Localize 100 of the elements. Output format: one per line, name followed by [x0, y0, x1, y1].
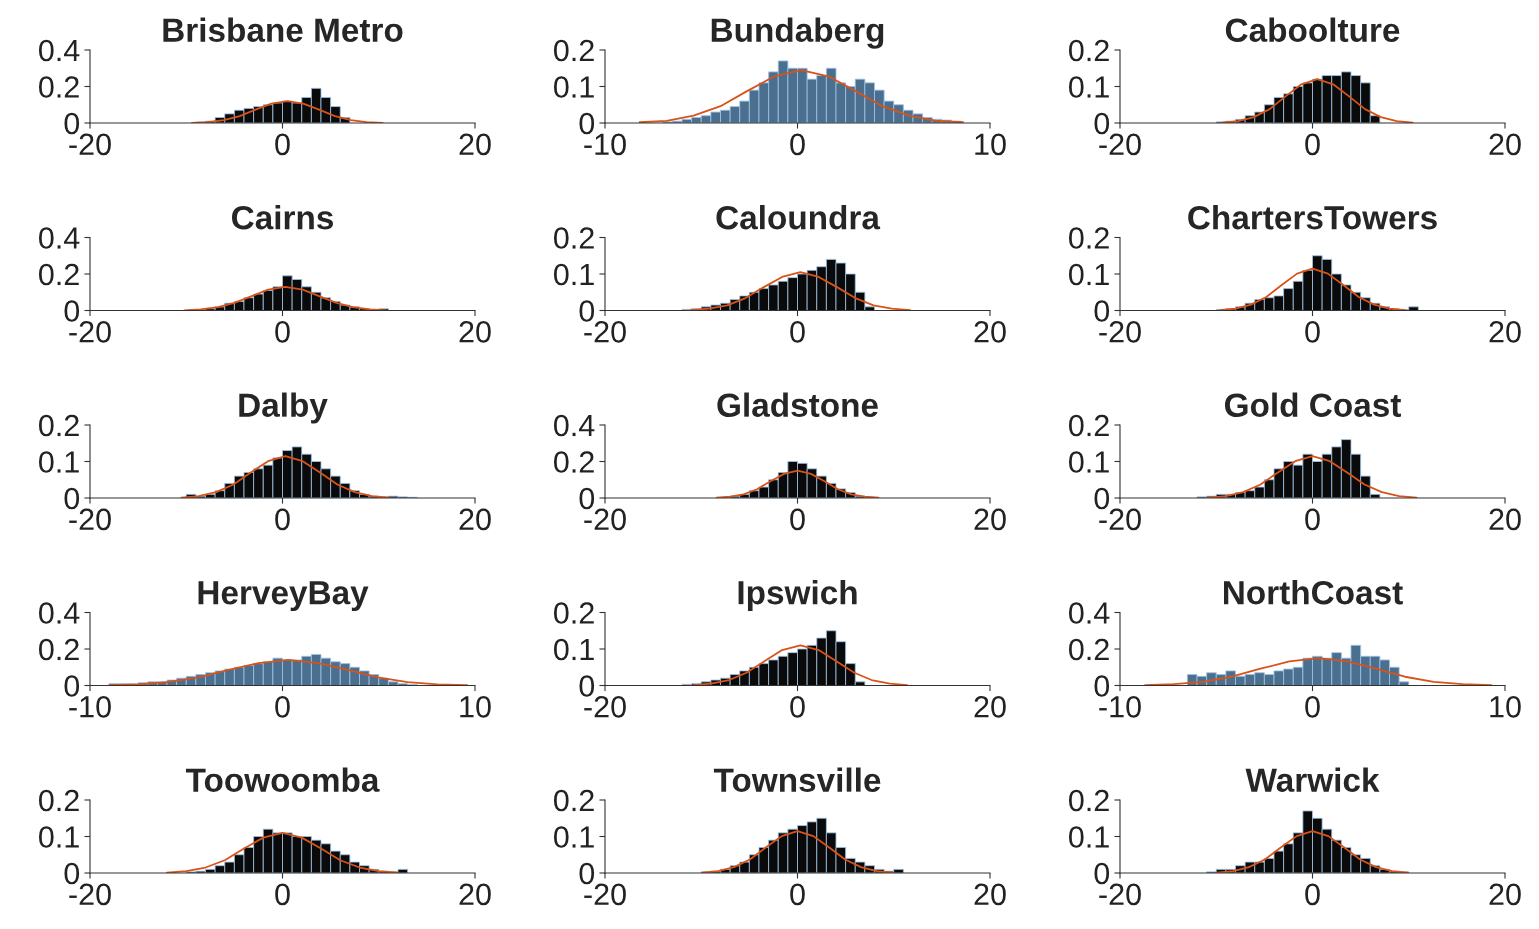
y-tick-label: 0	[579, 487, 595, 510]
x-tick-label: 10	[460, 696, 491, 718]
y-tick-label: 0	[579, 862, 595, 885]
y-tick-label: 0.2	[39, 263, 79, 286]
x-tick-label: -20	[69, 883, 111, 906]
chart-title: HerveyBay	[198, 581, 369, 612]
y-tick-label: 0.1	[1069, 76, 1109, 98]
y-tick-label: 0.4	[39, 227, 80, 249]
y-tick-label: 0	[579, 300, 595, 322]
y-tick-label: 0.2	[554, 602, 594, 624]
y-tick-label: 0.4	[39, 39, 80, 62]
x-tick-label: 0	[1305, 696, 1320, 718]
x-tick-label: 20	[1489, 321, 1521, 343]
y-tick-label: 0.1	[554, 263, 594, 286]
chart-title: Townsville	[713, 767, 881, 792]
x-tick-label: 20	[974, 508, 1006, 531]
y-tick-label: 0.4	[554, 414, 595, 437]
y-tick-label: 0.2	[554, 39, 594, 62]
y-tick-label: 0.2	[1069, 414, 1109, 437]
chart-title: Caboolture	[1225, 17, 1400, 42]
x-tick-label: 0	[1305, 883, 1320, 906]
y-tick-label: 0.2	[39, 414, 79, 437]
chart-title: ChartersTowers	[1188, 205, 1437, 230]
x-tick-label: 20	[974, 321, 1006, 343]
chart-title: Warwick	[1245, 767, 1380, 792]
x-tick-label: 20	[1489, 133, 1521, 156]
y-tick-label: 0.2	[1069, 638, 1109, 661]
x-tick-label: 0	[275, 696, 290, 718]
chart-title: Gladstone	[717, 392, 878, 417]
y-tick-label: 0.4	[39, 602, 80, 624]
y-tick-label: 0.1	[554, 826, 594, 848]
y-tick-label: 0.1	[39, 451, 79, 473]
x-tick-label: 0	[1305, 321, 1320, 343]
x-tick-label: 20	[459, 883, 491, 906]
y-tick-label: 0.4	[1069, 602, 1110, 624]
x-tick-label: -20	[69, 508, 111, 531]
y-tick-label: 0	[64, 112, 80, 135]
chart-title: Toowoomba	[185, 767, 380, 792]
y-tick-label: 0	[1094, 300, 1110, 322]
x-tick-label: -20	[584, 696, 626, 718]
chart-title: Cairns	[232, 205, 334, 230]
x-tick-label: 0	[275, 321, 290, 343]
chart-title: Caloundra	[716, 205, 881, 230]
x-tick-label: 0	[790, 696, 805, 718]
x-tick-label: -20	[69, 321, 111, 343]
x-tick-label: -20	[584, 321, 626, 343]
y-tick-label: 0	[579, 112, 595, 135]
y-tick-label: 0.2	[554, 789, 594, 812]
y-tick-label: 0	[64, 675, 80, 697]
x-tick-label: 20	[459, 508, 491, 531]
chart-title: NorthCoast	[1223, 580, 1403, 605]
x-tick-label: 0	[1305, 508, 1320, 531]
x-tick-label: -20	[584, 508, 626, 531]
y-tick-label: 0.2	[554, 451, 594, 473]
y-tick-label: 0.1	[1069, 826, 1109, 848]
y-tick-label: 0.1	[554, 76, 594, 98]
x-tick-label: -10	[1099, 696, 1141, 718]
x-tick-label: 20	[974, 696, 1006, 718]
x-tick-label: -20	[1099, 321, 1141, 343]
x-tick-label: 0	[790, 883, 805, 906]
chart-title: Bundaberg	[711, 17, 884, 49]
y-tick-label: 0	[64, 862, 80, 885]
x-tick-label: 0	[275, 508, 290, 531]
x-tick-label: 0	[790, 508, 805, 531]
y-tick-label: 0.2	[1069, 227, 1109, 249]
y-tick-label: 0	[64, 300, 80, 322]
chart-title: Ipswich	[738, 580, 857, 612]
x-tick-label: -20	[1099, 508, 1141, 531]
x-tick-label: 20	[974, 883, 1006, 906]
x-tick-label: 20	[1489, 508, 1521, 531]
y-tick-label: 0.1	[1069, 451, 1109, 473]
y-tick-label: 0	[1094, 487, 1110, 510]
x-tick-label: 0	[1305, 133, 1320, 156]
y-tick-label: 0.2	[554, 227, 594, 249]
x-tick-label: -20	[1099, 133, 1141, 156]
x-tick-label: 20	[1489, 883, 1521, 906]
x-tick-label: 20	[459, 321, 491, 343]
x-tick-label: -20	[1099, 883, 1141, 906]
x-tick-label: -20	[69, 133, 111, 156]
x-tick-label: -20	[584, 883, 626, 906]
y-tick-label: 0	[64, 487, 80, 510]
y-tick-label: 0.2	[1069, 789, 1109, 812]
x-tick-label: 10	[975, 133, 1006, 156]
y-tick-label: 0	[1094, 862, 1110, 885]
chart-title: Dalby	[239, 392, 328, 424]
y-tick-label: 0.1	[39, 826, 79, 848]
x-tick-label: 0	[790, 321, 805, 343]
chart-title: Brisbane Metro	[163, 17, 403, 42]
y-tick-label: 0.2	[39, 76, 79, 98]
y-tick-label: 0	[1094, 112, 1110, 135]
x-tick-label: 0	[275, 133, 290, 156]
y-tick-label: 0.2	[39, 638, 79, 661]
y-tick-label: 0.1	[554, 638, 594, 661]
y-tick-label: 0.2	[1069, 39, 1109, 62]
x-tick-label: 20	[459, 133, 491, 156]
y-tick-label: 0.2	[39, 789, 79, 812]
x-tick-label: -10	[584, 133, 626, 156]
chart-title: Gold Coast	[1224, 392, 1401, 417]
y-tick-label: 0	[579, 675, 595, 697]
y-tick-label: 0	[1094, 675, 1110, 697]
